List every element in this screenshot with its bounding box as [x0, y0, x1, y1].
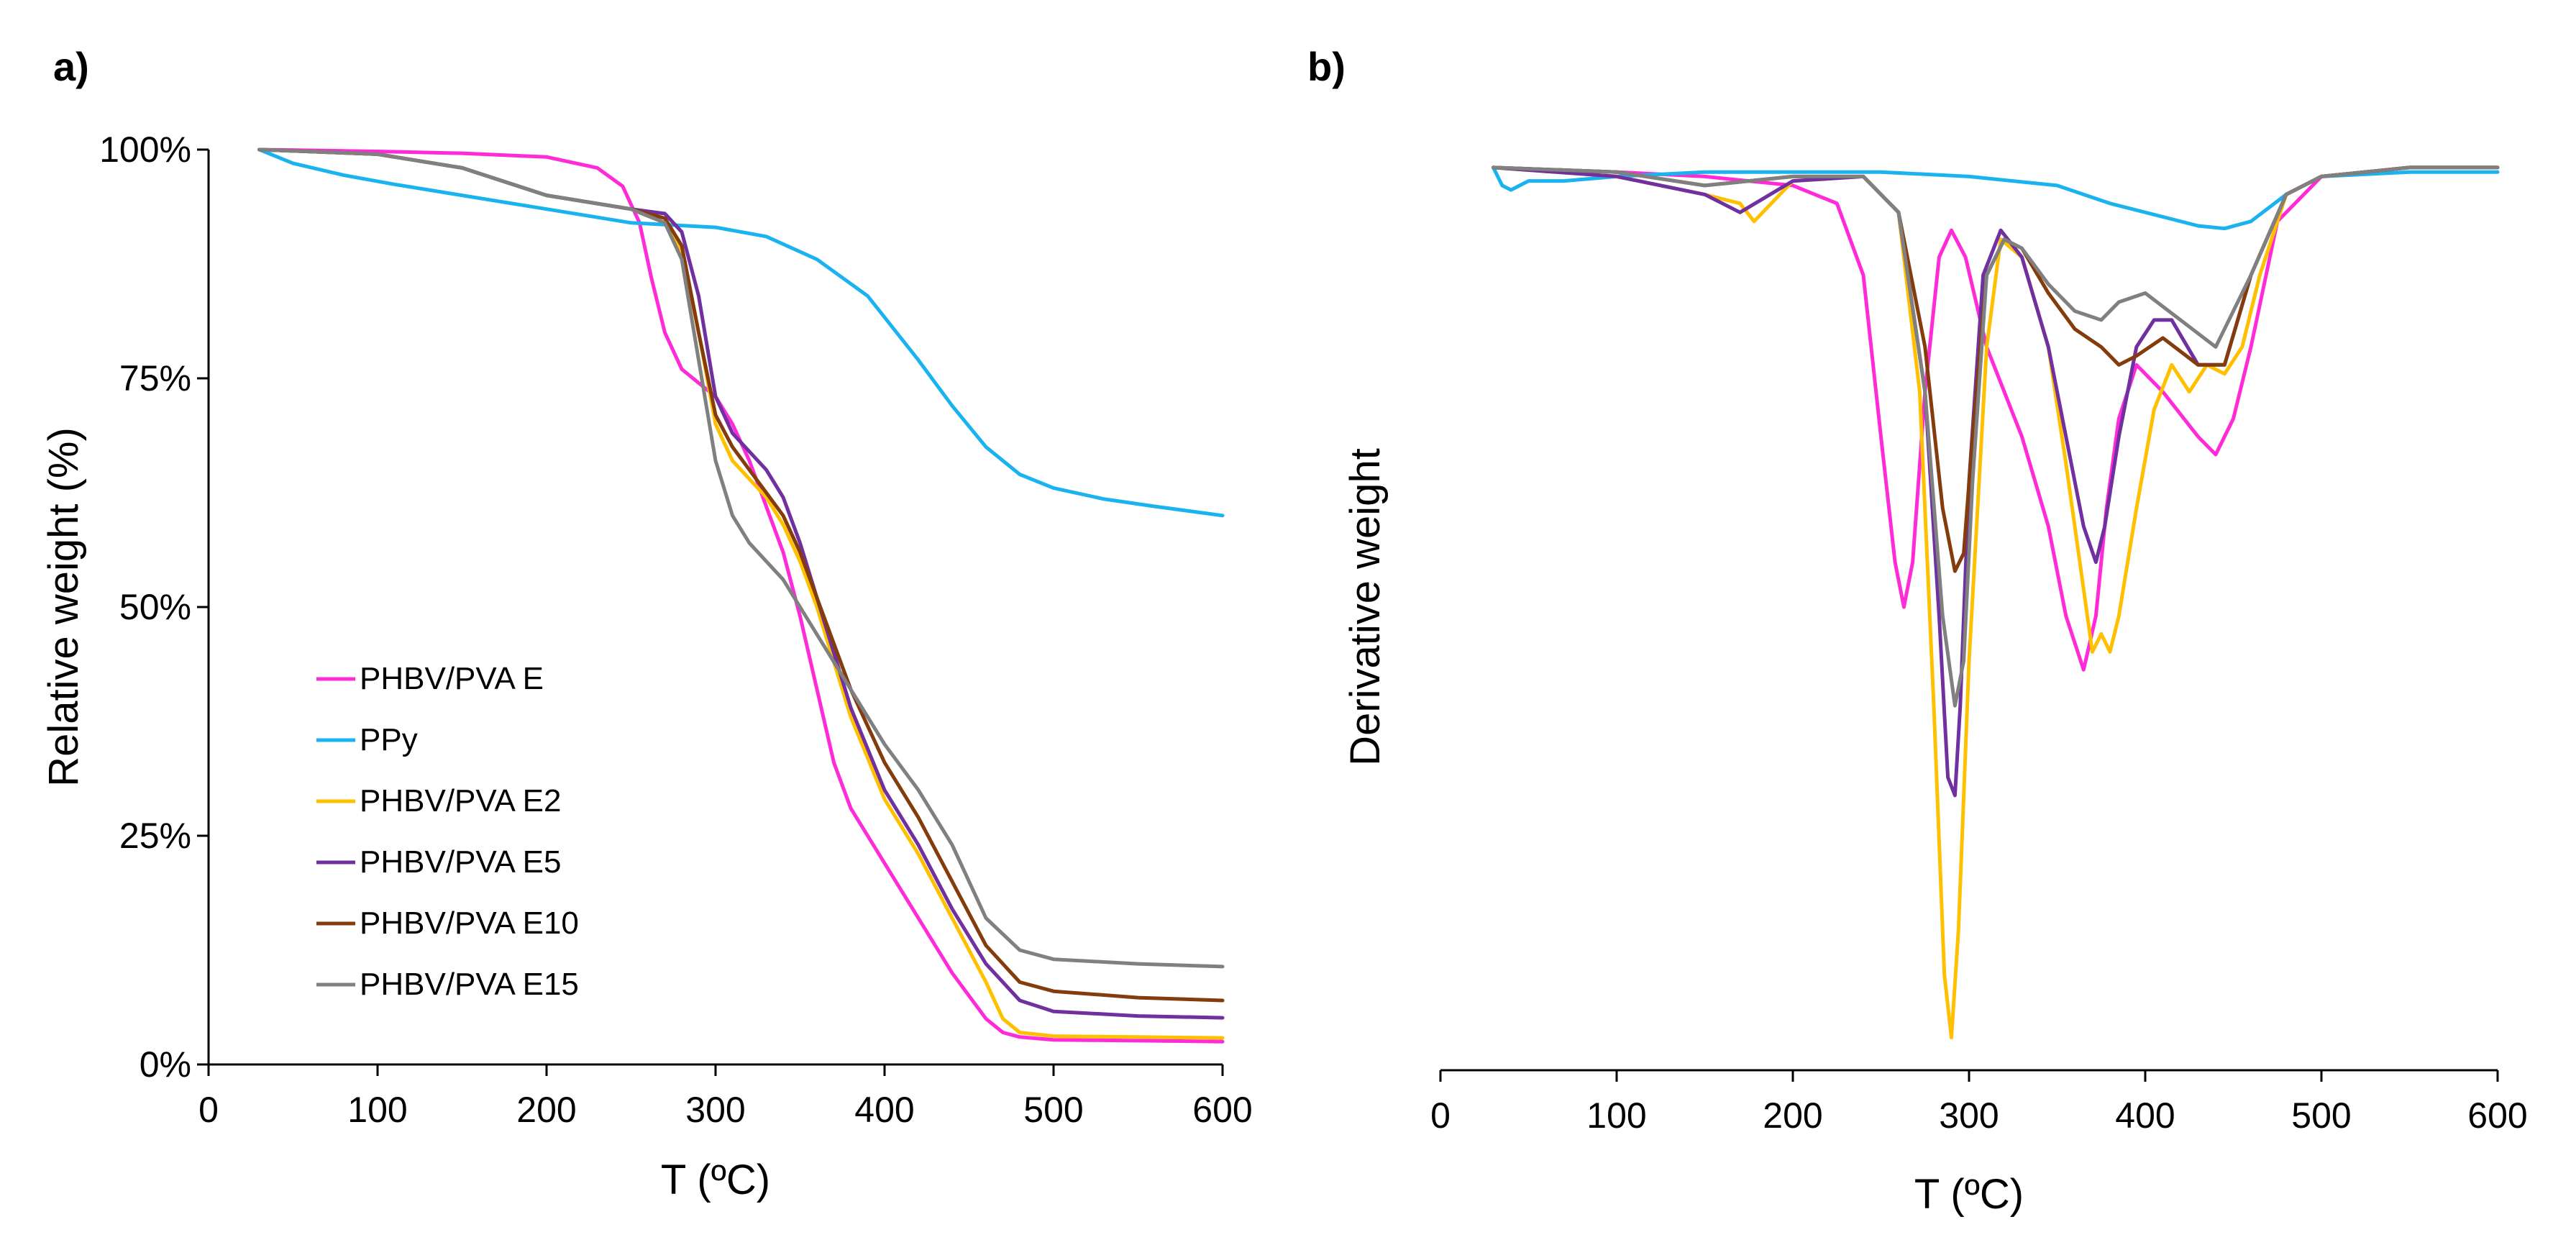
y-tick-label: 0% [140, 1044, 191, 1085]
x-tick-label: 300 [1939, 1095, 1999, 1136]
x-tick-label: 500 [1023, 1090, 1083, 1130]
x-tick-label: 200 [1763, 1095, 1822, 1136]
y-tick-label: 100% [99, 129, 191, 170]
y-tick-label: 50% [119, 587, 191, 627]
y-tick-label: 25% [119, 816, 191, 856]
series-line-phbv-pva-e5 [1492, 165, 2500, 798]
legend-label-phbv-pva-e5: PHBV/PVA E5 [360, 844, 561, 880]
y-tick-label: 75% [119, 358, 191, 398]
panel-label-a: a) [53, 44, 89, 89]
legend-label-ppy: PPy [360, 722, 418, 757]
x-tick-label: 600 [2467, 1095, 2527, 1136]
x-tick-label: 400 [2115, 1095, 2175, 1136]
x-tick-label: 100 [347, 1090, 407, 1130]
series-line-phbv-pva-e [1492, 165, 2500, 672]
series-line-ppy [257, 147, 1225, 518]
x-tick-label: 100 [1586, 1095, 1646, 1136]
y-axis-title: Derivative weight [1342, 448, 1389, 766]
series-line-ppy [1492, 165, 2500, 231]
legend: PHBV/PVA E PPy PHBV/PVA E2 PHBV/PVA E5 PHBV/… [316, 661, 579, 1002]
x-axis-title: T (ºC) [1914, 1171, 2024, 1218]
series-line-phbv-pva-e2 [1492, 165, 2500, 1040]
x-axis-title: T (ºC) [661, 1157, 770, 1203]
legend-label-phbv-pva-e10: PHBV/PVA E10 [360, 906, 579, 941]
series-line-phbv-pva-e15 [257, 147, 1225, 969]
x-tick-label: 400 [854, 1090, 914, 1130]
x-tick-label: 0 [1430, 1095, 1451, 1136]
series-line-phbv-pva-e15 [1492, 165, 2500, 708]
legend-label-phbv-pva-e: PHBV/PVA E [360, 661, 544, 696]
x-tick-label: 600 [1192, 1090, 1252, 1130]
legend-label-phbv-pva-e2: PHBV/PVA E2 [360, 783, 561, 818]
x-tick-label: 500 [2291, 1095, 2351, 1136]
series-line-phbv-pva-e5 [257, 147, 1225, 1020]
legend-label-phbv-pva-e15: PHBV/PVA E15 [360, 967, 579, 1002]
x-tick-label: 0 [198, 1090, 219, 1130]
series-line-phbv-pva-e2 [257, 147, 1225, 1040]
y-axis-title: Relative weight (%) [40, 427, 87, 787]
chart-a-tga: 0 100 200 300 400 500 600 0% 25% 50% 75% 100% T (ºC)… [40, 129, 1253, 1203]
x-tick-label: 300 [685, 1090, 745, 1130]
chart-b-dtg: 0 100 200 300 400 500 600 T (ºC) Derivative weig… [1342, 165, 2528, 1218]
panel-label-b: b) [1307, 44, 1346, 89]
series-line-phbv-pva-e [257, 147, 1225, 1044]
x-tick-label: 200 [516, 1090, 576, 1130]
